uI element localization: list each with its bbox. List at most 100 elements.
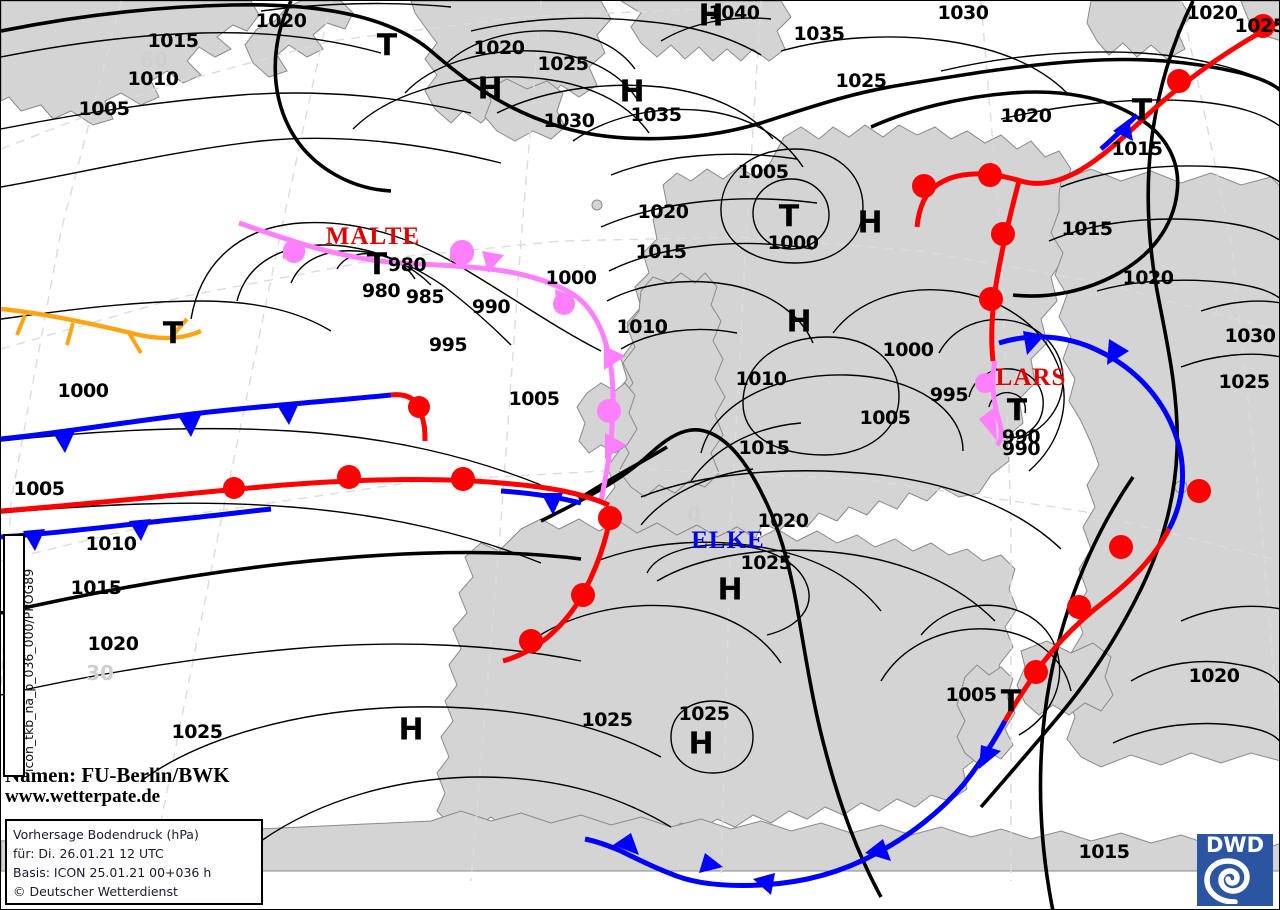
cold-front-symbol [699,853,723,873]
occluded-front-malte-symbols [283,239,627,459]
product-id-strip: icon_tkb_na_p_036_000/PPOG89 [3,534,36,777]
high-center-marker: H [619,74,645,110]
legend-valid-time: für: Di. 26.01.21 12 UTC [13,846,164,861]
graticule-lon-3 [470,1,542,882]
isobar-1025-e [1180,353,1279,368]
isobar-1000-loop [190,221,602,352]
isobar-label: 1020 [1186,2,1238,24]
isobar-label: 1030 [1224,325,1276,347]
trough-line [1,306,202,341]
cold-front-atlantic-mid-line [1,506,272,540]
low-center-marker: T [162,316,184,352]
isobar-1030-top [496,84,774,140]
cold-front-atlantic-north [1,392,392,453]
isobar-1020-gr [1180,605,1279,622]
isobar-1015-cen [608,242,814,272]
cold-front-italy-symbols [753,745,1001,895]
isobar-label: 1035 [630,104,682,126]
isobar-label: 1020 [255,10,307,32]
high-center-marker: H [398,712,424,748]
isobar-1000-w [1,300,332,332]
cold-front-italy [667,719,1008,895]
graticule-lat-40 [1,468,1279,562]
isobar-layer-thin [1,2,1279,842]
occluded-front-lars-symbols [975,371,997,441]
warm-front-italy-line [1002,527,1172,723]
isobar-1015-thick-gb [540,428,883,898]
isobar-1025-local2 [646,544,810,636]
isobar-label: 1020 [1000,105,1052,127]
isobar-label: 1025 [581,709,633,731]
isobar-1030-ic [446,30,636,70]
isobar-label: 1015 [1061,218,1113,240]
graticule-lon-6 [1180,1,1279,746]
land-greenland-west [1,1,260,126]
warm-front-baltic-symbols [979,222,1015,311]
named-system-malte: MALTE [325,223,421,250]
warm-front-atlantic-mid [1,465,610,514]
isobar-label: 1005 [13,478,65,500]
isobar-1005-cen [610,153,798,176]
graticule-lon-1 [1,1,122,692]
isobar-1015-thick-it [1038,475,1135,909]
product-id-text: icon_tkb_na_p_036_000/PPOG89 [21,568,36,772]
isobar-1025-local [670,700,754,774]
isobar-1015-gr [1130,660,1279,684]
dwd-logo: DWD [1197,833,1273,906]
isobar-label: 1020 [473,37,525,59]
isobar-label: 1005 [945,684,997,706]
isobar-label: 1025 [171,721,223,743]
isobar-1020-it [920,604,1061,736]
cold-front-symbol [1113,119,1133,141]
cold-front-atlantic-north-line [1,392,392,442]
isobar-995-loop [236,244,512,346]
isobar-1015-nnw [1,32,382,58]
isobar-label: 1005 [508,388,560,410]
isobar-1025-w [140,706,662,782]
isobar-label: 1025 [1218,371,1270,393]
isobar-label: 1030 [543,110,595,132]
isobar-label: 1025 [537,53,589,75]
isobar-label: 1015 [738,437,790,459]
isobar-1010-cen [600,198,818,228]
isobar-label: 1010 [735,368,787,390]
dwd-logo-text: DWD [1205,833,1265,857]
high-center-marker: H [717,572,743,608]
cold-front-iberia [502,506,622,664]
isobar-1020-sc [640,470,1062,550]
isobar-label: 1005 [859,407,911,429]
isobar-1020-e [1096,279,1279,299]
isobar-label: 1015 [1111,138,1163,160]
land-iceland [484,78,566,142]
low-center-marker: T [778,199,800,235]
isobar-label: 1040 [708,2,760,24]
warm-front-atlantic-north [390,392,430,442]
isobar-label: 1020 [757,510,809,532]
isobar-1015-gb [620,328,738,350]
warm-front-baltic [979,180,1022,362]
isobar-1010-w [1,502,542,564]
warm-front-arctic-symbols [912,14,1275,198]
named-system-elke: ELKE [691,527,765,554]
land-great-britain [618,272,726,498]
cold-front-atlantic-mid-symbols [23,519,151,551]
isobar-label: 1020 [1122,267,1174,289]
graticule-label: 0 [687,502,701,526]
isobar-1005-w2 [1,427,542,486]
land-faroe [591,199,603,211]
cold-front-arctic [1099,113,1139,151]
credits-block: Namen: FU-Berlin/BWK www.wetterpate.de [5,764,230,807]
graticule-label: 30 [86,661,114,685]
isobar-label: 1035 [793,23,845,45]
low-center-marker: T [376,28,398,64]
isobar-1025-sc [656,549,996,622]
trough-barbs [15,314,189,355]
isobar-1020-se [1112,722,1279,744]
isobar-1000-east [832,289,1065,472]
isobar-1040-top [660,17,772,42]
legend-basis: Basis: ICON 25.01.21 00+036 h [13,865,212,880]
isobar-label: 990 [1001,438,1041,460]
graticule-lat-60 [1,8,702,150]
